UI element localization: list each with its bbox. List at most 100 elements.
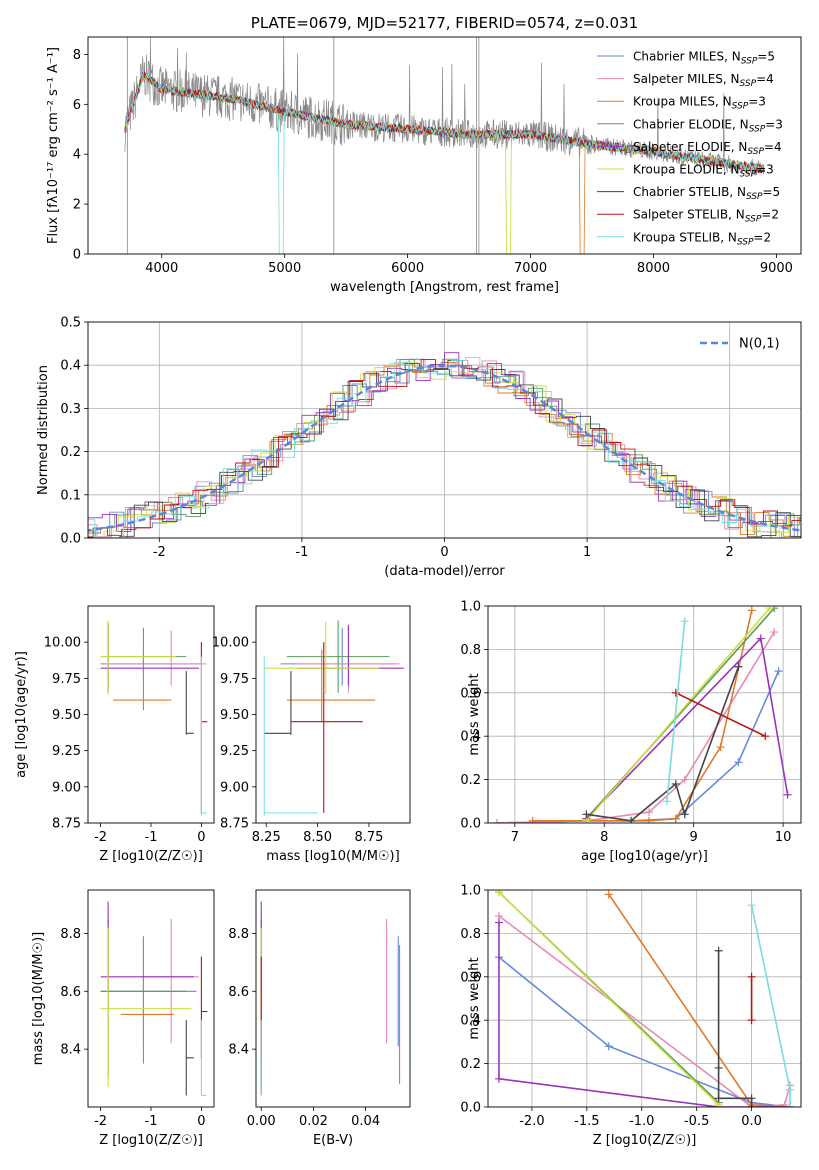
- legend-label: Chabrier STELIB, NSSP=5: [633, 185, 780, 202]
- weight-marker: [747, 1094, 756, 1103]
- plot-area: [263, 620, 404, 816]
- y-axis-label: mass weight: [467, 673, 482, 755]
- legend-label-sub: SSP: [741, 57, 758, 67]
- legend-label-main: Salpeter ELODIE, N: [633, 140, 747, 154]
- weight-marker: [528, 816, 537, 823]
- weight-series-line: [585, 607, 771, 822]
- chart-legend: N(0,1): [700, 337, 780, 352]
- x-tick-label: 7: [511, 830, 519, 845]
- legend-label-sub: SSP: [737, 237, 754, 247]
- legend-label-sub: SSP: [740, 170, 757, 180]
- legend-label-main: Chabrier ELODIE, N: [633, 117, 749, 131]
- y-tick-label: 9.50: [52, 708, 81, 723]
- legend-label-suffix: =5: [757, 50, 775, 64]
- legend-label-main: Salpeter STELIB, N: [633, 208, 745, 222]
- plot-weight_vs_Z: -2.0 -1.5 -1.0 -0.5 0.0 0.0 0.2 0.4 0.6 0.8 1.0 Z […: [460, 884, 802, 1148]
- x-tick-label: 8.50: [303, 830, 332, 845]
- x-tick-label: 0.0: [741, 1114, 762, 1129]
- y-tick-label: 0.6: [460, 970, 481, 985]
- weight-series-line: [496, 631, 775, 823]
- legend-label-sub: SSP: [732, 102, 749, 112]
- y-axis-label: mass weight: [467, 957, 482, 1039]
- y-tick-label: 0.4: [60, 359, 81, 374]
- x-tick-label: 7000: [514, 261, 547, 276]
- x-tick-label: -2: [94, 1114, 107, 1129]
- weight-series-line: [498, 915, 791, 1107]
- weight-marker: [714, 1063, 723, 1072]
- weight-series-line: [585, 636, 789, 820]
- y-tick-label: 10.00: [212, 636, 249, 651]
- x-axis-label: Z [log10(Z/Z☉)]: [99, 1133, 203, 1148]
- legend-label-main: Salpeter MILES, N: [633, 72, 740, 86]
- histogram-step-line: [88, 359, 801, 538]
- weight-series-line: [586, 666, 740, 822]
- plot-weight_vs_age: 7 8 9 10 0.0 0.2 0.4 0.6 0.8 1.0 age [log10(age/yr…: [460, 600, 802, 864]
- x-axis-label: age [log10(age/yr)]: [581, 849, 708, 864]
- plot-area: [100, 620, 208, 816]
- legend-label: Kroupa STELIB, NSSP=2: [633, 230, 771, 247]
- x-tick-label: 8: [600, 830, 608, 845]
- histogram-step-line: [88, 352, 801, 538]
- x-axis-label: (data-model)/error: [384, 564, 505, 579]
- plot-frame: [87, 321, 802, 539]
- y-tick-label: 0.0: [460, 1101, 481, 1116]
- plot-area: [88, 322, 801, 538]
- y-tick-label: 0.1: [60, 488, 81, 503]
- x-tick-label: 4000: [145, 261, 178, 276]
- weight-marker: [644, 808, 653, 817]
- legend-label-sub: SSP: [749, 124, 766, 134]
- weight-marker: [761, 732, 770, 741]
- plot-mass_vs_Z: -2 -1 0 8.4 8.6 8.8 Z [log10(Z/Z☉)] mass [log10…: [31, 889, 215, 1148]
- legend-label: Kroupa ELODIE, NSSP=3: [633, 163, 774, 180]
- x-tick-label: 8000: [637, 261, 670, 276]
- x-tick-label: -1: [145, 1114, 158, 1129]
- spectrum-data-line: [124, 37, 765, 176]
- y-tick-label: 9.00: [220, 780, 249, 795]
- weight-series-line: [608, 893, 791, 1107]
- y-tick-label: 9.75: [220, 672, 249, 687]
- y-tick-label: 9.25: [52, 744, 81, 759]
- weight-marker: [747, 606, 756, 615]
- y-tick-label: 8.8: [60, 927, 81, 942]
- y-axis-label: Flux [fλ10⁻¹⁷ erg cm⁻² s⁻¹ A⁻¹]: [46, 47, 61, 244]
- weight-series-line: [498, 891, 720, 1106]
- plot-frame: [487, 889, 802, 1108]
- weight-marker: [582, 810, 591, 819]
- plot-frame: [255, 605, 411, 824]
- x-tick-label: 1: [583, 545, 591, 560]
- y-tick-label: 2: [73, 198, 81, 213]
- y-tick-label: 4: [73, 148, 81, 163]
- y-tick-label: 8.75: [52, 817, 81, 832]
- x-tick-label: 0: [197, 830, 205, 845]
- weight-marker: [774, 667, 783, 676]
- legend-label: Salpeter ELODIE, NSSP=4: [633, 140, 782, 157]
- histogram-step-line: [88, 356, 801, 538]
- normal-curve: [88, 364, 801, 532]
- x-tick-label: 2: [726, 545, 734, 560]
- weight-marker: [671, 814, 680, 823]
- y-tick-label: 0.2: [460, 1057, 481, 1072]
- legend-label-main: Chabrier STELIB, N: [633, 185, 746, 199]
- legend-label-main: Kroupa MILES, N: [633, 95, 732, 109]
- y-tick-label: 8.6: [228, 985, 249, 1000]
- weight-marker: [734, 662, 743, 671]
- y-tick-label: 0.8: [460, 643, 481, 658]
- x-axis-label: Z [log10(Z/Z☉)]: [99, 849, 203, 864]
- y-tick-label: 1.0: [460, 600, 481, 615]
- plot-frame: [487, 605, 802, 824]
- legend-label-sub: SSP: [747, 147, 764, 157]
- y-axis-label: age [log10(age/yr)]: [14, 651, 29, 778]
- plot-frame: [87, 605, 215, 824]
- legend-label-main: Chabrier MILES, N: [633, 50, 741, 64]
- y-tick-label: 9.75: [52, 672, 81, 687]
- weight-marker: [714, 946, 723, 955]
- x-tick-label: 6000: [391, 261, 424, 276]
- y-tick-label: 8: [73, 48, 81, 63]
- weight-series-line: [750, 905, 791, 1107]
- weight-marker: [680, 775, 689, 784]
- y-tick-label: 8.4: [60, 1043, 81, 1058]
- x-tick-label: -1: [145, 830, 158, 845]
- y-tick-label: 6: [73, 98, 81, 113]
- weight-marker: [671, 688, 680, 697]
